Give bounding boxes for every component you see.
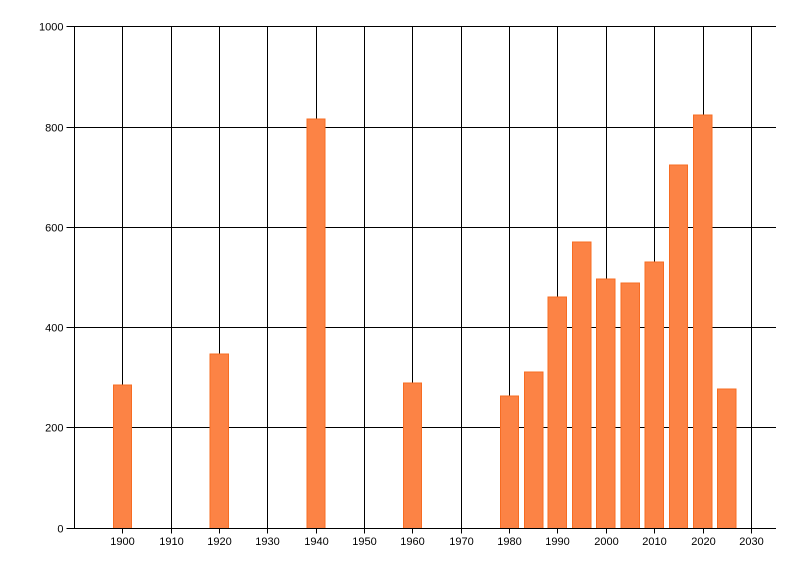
- svg-text:2000: 2000: [594, 536, 618, 548]
- svg-text:1980: 1980: [497, 536, 521, 548]
- svg-text:1960: 1960: [400, 536, 424, 548]
- svg-text:600: 600: [45, 223, 63, 235]
- svg-text:200: 200: [45, 423, 63, 435]
- svg-text:400: 400: [45, 323, 63, 335]
- svg-text:1900: 1900: [110, 536, 134, 548]
- svg-text:1950: 1950: [352, 536, 376, 548]
- svg-text:1930: 1930: [255, 536, 279, 548]
- svg-text:2030: 2030: [739, 536, 763, 548]
- svg-text:2020: 2020: [691, 536, 715, 548]
- svg-text:1910: 1910: [159, 536, 183, 548]
- svg-text:1000: 1000: [39, 22, 63, 34]
- svg-text:0: 0: [57, 523, 63, 535]
- svg-text:2010: 2010: [642, 536, 666, 548]
- svg-text:800: 800: [45, 123, 63, 135]
- svg-text:1920: 1920: [207, 536, 231, 548]
- svg-text:1940: 1940: [304, 536, 328, 548]
- svg-text:1970: 1970: [449, 536, 473, 548]
- svg-text:1990: 1990: [545, 536, 569, 548]
